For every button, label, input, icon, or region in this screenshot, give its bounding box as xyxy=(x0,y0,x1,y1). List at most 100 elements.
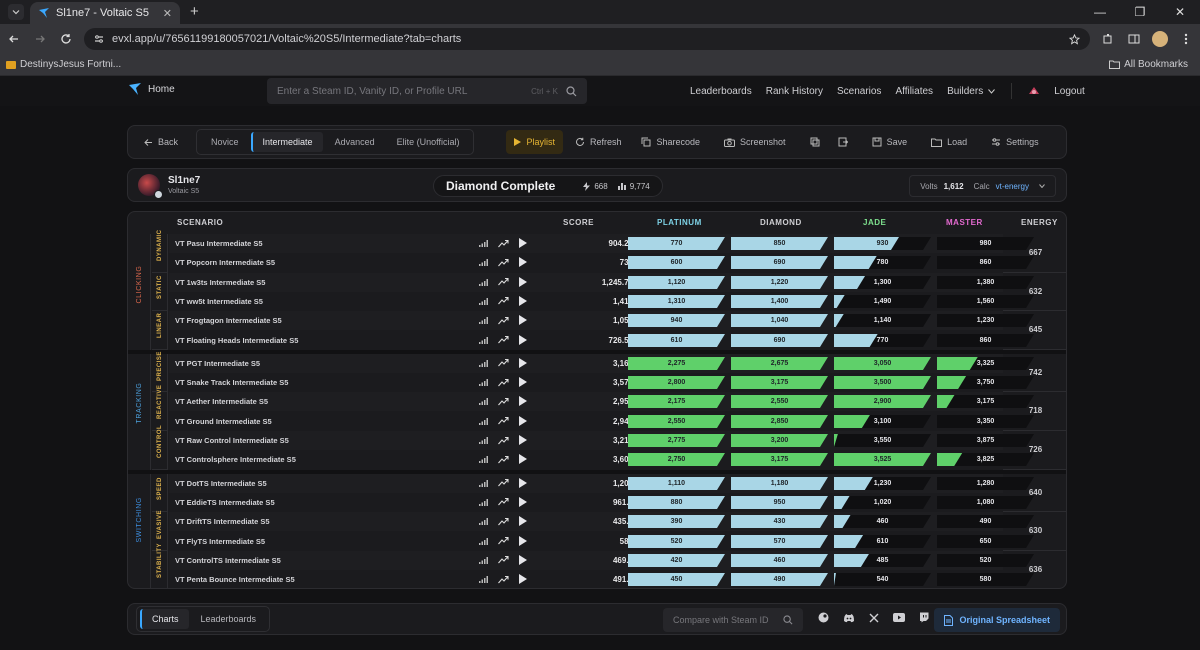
difficulty-novice[interactable]: Novice xyxy=(211,137,239,147)
trend-up-icon[interactable] xyxy=(498,277,509,286)
url-bar[interactable]: evxl.app/u/76561199180057021/Voltaic%20S… xyxy=(84,28,1090,50)
trend-up-icon[interactable] xyxy=(498,239,509,248)
stats-bars-icon[interactable] xyxy=(479,417,488,425)
difficulty-elite[interactable]: Elite (Unofficial) xyxy=(396,137,460,147)
scenario-name[interactable]: VT DriftTS Intermediate S5 xyxy=(175,517,270,527)
trend-up-icon[interactable] xyxy=(498,575,509,584)
playlist-button[interactable]: Playlist xyxy=(506,130,563,154)
steam-id-search[interactable]: Enter a Steam ID, Vanity ID, or Profile … xyxy=(267,78,587,104)
stats-bars-icon[interactable] xyxy=(479,436,488,444)
original-spreadsheet-button[interactable]: Original Spreadsheet xyxy=(934,608,1060,632)
calc-select[interactable]: vt-energy xyxy=(996,182,1045,191)
play-icon[interactable] xyxy=(519,554,527,565)
scenario-name[interactable]: VT Ground Intermediate S5 xyxy=(175,416,272,426)
scenario-name[interactable]: VT Controlsphere Intermediate S5 xyxy=(175,455,296,465)
play-icon[interactable] xyxy=(519,516,527,527)
trend-up-icon[interactable] xyxy=(498,296,509,305)
copy-image-button[interactable] xyxy=(802,130,828,154)
trend-up-icon[interactable] xyxy=(498,455,509,464)
stats-bars-icon[interactable] xyxy=(479,316,488,325)
trend-up-icon[interactable] xyxy=(498,436,509,445)
nav-leaderboards[interactable]: Leaderboards xyxy=(690,85,752,97)
play-icon[interactable] xyxy=(519,257,527,268)
trend-up-icon[interactable] xyxy=(498,358,509,367)
scenario-name[interactable]: VT Raw Control Intermediate S5 xyxy=(175,436,289,445)
stats-bars-icon[interactable] xyxy=(479,297,488,305)
trend-up-icon[interactable] xyxy=(498,316,509,325)
play-icon[interactable] xyxy=(519,574,527,585)
trend-up-icon[interactable] xyxy=(498,497,509,506)
profile-avatar[interactable] xyxy=(1152,31,1168,47)
difficulty-advanced[interactable]: Advanced xyxy=(334,137,375,147)
stats-bars-icon[interactable] xyxy=(479,359,488,367)
load-button[interactable]: Load xyxy=(923,130,975,154)
scenario-name[interactable]: VT 1w3ts Intermediate S5 xyxy=(175,277,266,287)
browser-menu-button[interactable] xyxy=(1178,31,1194,47)
stats-bars-icon[interactable] xyxy=(479,378,488,387)
stats-bars-icon[interactable] xyxy=(479,239,488,247)
trend-up-icon[interactable] xyxy=(498,416,509,425)
new-tab-button[interactable]: + xyxy=(190,3,199,20)
scenario-name[interactable]: VT PGT Intermediate S5 xyxy=(175,358,261,368)
play-icon[interactable] xyxy=(519,357,527,368)
trend-up-icon[interactable] xyxy=(498,555,509,564)
play-icon[interactable] xyxy=(519,276,527,287)
stats-bars-icon[interactable] xyxy=(479,517,488,526)
scenario-name[interactable]: VT ControlTS Intermediate S5 xyxy=(175,555,281,565)
stats-bars-icon[interactable] xyxy=(479,537,488,545)
scenario-name[interactable]: VT Penta Bounce Intermediate S5 xyxy=(175,575,295,585)
trend-up-icon[interactable] xyxy=(498,536,509,545)
stats-bars-icon[interactable] xyxy=(479,498,488,506)
settings-button[interactable]: Settings xyxy=(983,130,1047,154)
save-button[interactable]: Save xyxy=(864,130,916,154)
extensions-button[interactable] xyxy=(1100,31,1116,47)
scenario-name[interactable]: VT Pasu Intermediate S5 xyxy=(175,239,263,248)
trend-up-icon[interactable] xyxy=(498,378,509,387)
trend-up-icon[interactable] xyxy=(498,517,509,526)
site-info-icon[interactable] xyxy=(94,34,104,44)
play-icon[interactable] xyxy=(519,377,527,388)
side-panel-button[interactable] xyxy=(1126,31,1142,47)
refresh-button[interactable]: Refresh xyxy=(567,130,630,154)
scenario-name[interactable]: VT DotTS Intermediate S5 xyxy=(175,478,267,488)
close-tab-icon[interactable]: ✕ xyxy=(162,7,172,20)
stats-bars-icon[interactable] xyxy=(479,575,488,584)
scenario-name[interactable]: VT EddieTS Intermediate S5 xyxy=(175,497,275,507)
scenario-name[interactable]: VT Frogtagon Intermediate S5 xyxy=(175,316,282,326)
sharecode-button[interactable]: Sharecode xyxy=(633,130,708,154)
all-bookmarks[interactable]: All Bookmarks xyxy=(1109,59,1194,70)
difficulty-intermediate[interactable]: Intermediate xyxy=(250,132,323,152)
nav-affiliates[interactable]: Affiliates xyxy=(895,85,934,97)
bookmark-star-icon[interactable] xyxy=(1069,33,1080,45)
play-icon[interactable] xyxy=(519,315,527,326)
close-window-button[interactable]: ✕ xyxy=(1174,5,1186,19)
trend-up-icon[interactable] xyxy=(498,478,509,487)
stats-bars-icon[interactable] xyxy=(479,278,488,286)
play-icon[interactable] xyxy=(519,496,527,507)
play-icon[interactable] xyxy=(519,535,527,546)
discord-icon[interactable] xyxy=(843,613,855,623)
compare-input[interactable]: Compare with Steam ID xyxy=(663,608,803,632)
play-icon[interactable] xyxy=(519,238,527,248)
minimize-button[interactable]: — xyxy=(1094,5,1106,19)
play-icon[interactable] xyxy=(519,334,527,345)
browser-tab[interactable]: Sl1ne7 - Voltaic S5 ✕ xyxy=(30,2,180,24)
stats-bars-icon[interactable] xyxy=(479,258,488,267)
play-icon[interactable] xyxy=(519,454,527,465)
steam-icon[interactable] xyxy=(818,612,829,623)
scenario-name[interactable]: VT Floating Heads Intermediate S5 xyxy=(175,335,299,345)
twitch-icon[interactable] xyxy=(919,612,929,623)
reload-button[interactable] xyxy=(58,31,74,47)
back-button[interactable]: Back xyxy=(136,130,186,154)
nav-scenarios[interactable]: Scenarios xyxy=(836,85,882,97)
stats-bars-icon[interactable] xyxy=(479,397,488,406)
home-link[interactable]: Home xyxy=(128,82,175,96)
scenario-name[interactable]: VT Snake Track Intermediate S5 xyxy=(175,378,289,388)
play-icon[interactable] xyxy=(519,415,527,426)
logout-button[interactable]: Logout xyxy=(1054,85,1085,97)
export-button[interactable] xyxy=(830,130,856,154)
scenario-name[interactable]: VT FlyTS Intermediate S5 xyxy=(175,536,266,546)
play-icon[interactable] xyxy=(519,477,527,488)
trend-up-icon[interactable] xyxy=(498,335,509,344)
maximize-button[interactable]: ❐ xyxy=(1134,5,1146,19)
